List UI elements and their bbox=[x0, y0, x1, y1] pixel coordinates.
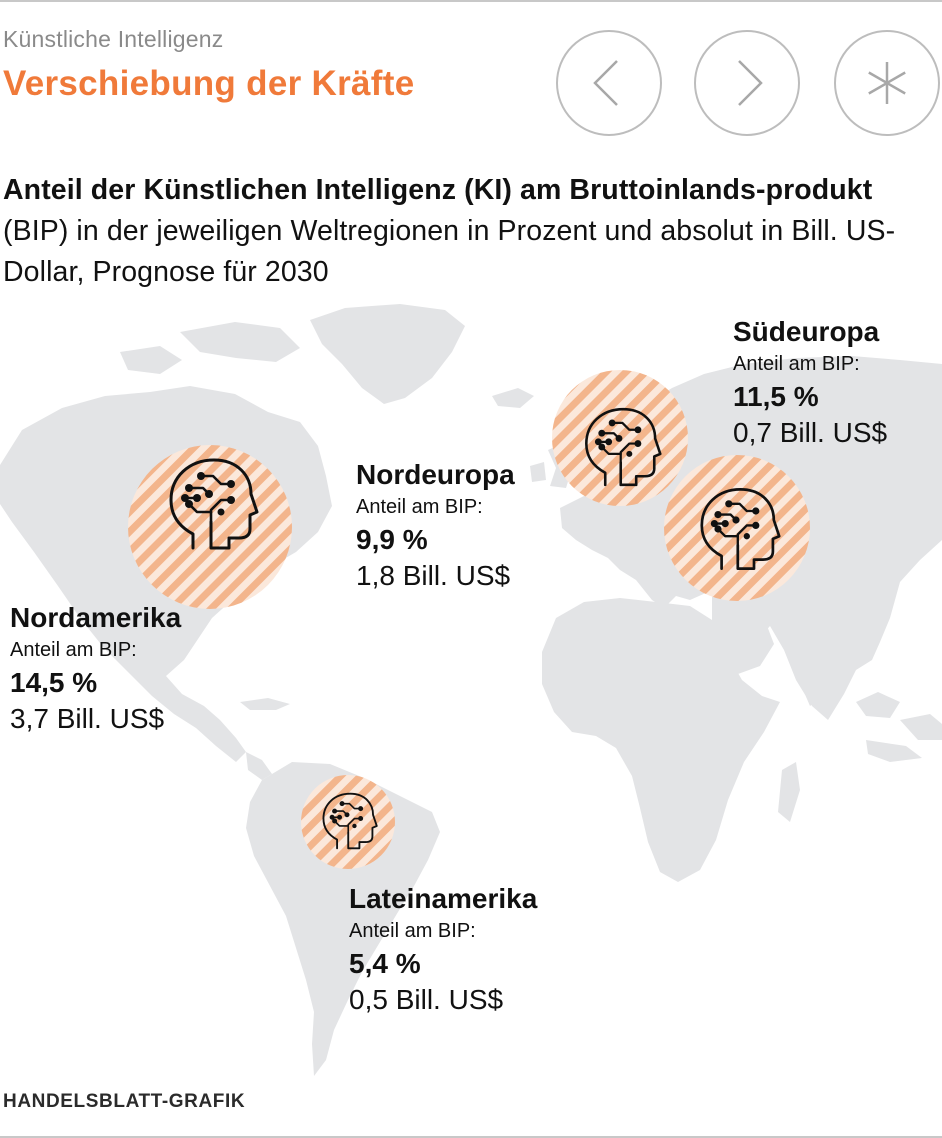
region-suedeuropa: Südeuropa Anteil am BIP: 11,5 % 0,7 Bill… bbox=[733, 318, 887, 447]
marker-suedeuropa bbox=[664, 455, 810, 601]
region-absolute: 1,8 Bill. US$ bbox=[356, 560, 511, 591]
world-map bbox=[0, 304, 942, 1076]
land-greenland bbox=[310, 304, 465, 404]
intro-bold: Anteil der Künstlichen Intelligenz (KI) … bbox=[3, 174, 873, 206]
page-title: Verschiebung der Kräfte bbox=[3, 64, 415, 103]
menu-button[interactable] bbox=[834, 30, 940, 136]
region-name: Nordeuropa bbox=[356, 459, 515, 490]
region-nordamerika: Nordamerika Anteil am BIP: 14,5 % 3,7 Bi… bbox=[10, 604, 181, 733]
marker-lateinamerika bbox=[301, 775, 395, 869]
region-lateinamerika: Lateinamerika Anteil am BIP: 5,4 % 0,5 B… bbox=[349, 885, 537, 1014]
region-name: Nordamerika bbox=[10, 602, 182, 633]
chevron-right-icon bbox=[738, 60, 763, 106]
region-label: Anteil am BIP: bbox=[10, 639, 137, 661]
region-label: Anteil am BIP: bbox=[733, 353, 860, 375]
region-percent: 9,9 % bbox=[356, 524, 428, 555]
asterisk-icon bbox=[868, 62, 906, 104]
region-absolute: 0,7 Bill. US$ bbox=[733, 417, 888, 448]
source-credit: HANDELSBLATT-GRAFIK bbox=[3, 1091, 246, 1112]
chevron-left-icon bbox=[593, 60, 618, 106]
next-button[interactable] bbox=[694, 30, 800, 136]
bottom-rule bbox=[0, 1136, 942, 1138]
region-name: Südeuropa bbox=[733, 316, 880, 347]
top-rule bbox=[0, 0, 942, 2]
region-absolute: 0,5 Bill. US$ bbox=[349, 984, 504, 1015]
marker-nordamerika bbox=[128, 445, 292, 609]
land-south-america bbox=[246, 762, 440, 1076]
region-name: Lateinamerika bbox=[349, 883, 538, 914]
intro-text: Anteil der Künstlichen Intelligenz (KI) … bbox=[3, 170, 928, 293]
marker-nordeuropa bbox=[552, 370, 688, 506]
region-percent: 5,4 % bbox=[349, 948, 421, 979]
kicker: Künstliche Intelligenz bbox=[3, 26, 224, 52]
region-label: Anteil am BIP: bbox=[349, 920, 476, 942]
previous-button[interactable] bbox=[556, 30, 662, 136]
land-africa bbox=[542, 598, 780, 882]
region-nordeuropa: Nordeuropa Anteil am BIP: 9,9 % 1,8 Bill… bbox=[356, 461, 515, 590]
region-percent: 14,5 % bbox=[10, 667, 98, 698]
land-arctic-islands bbox=[180, 322, 300, 362]
region-label: Anteil am BIP: bbox=[356, 496, 483, 518]
region-absolute: 3,7 Bill. US$ bbox=[10, 703, 165, 734]
region-percent: 11,5 % bbox=[733, 381, 819, 412]
intro-rest: (BIP) in der jeweiligen Weltregionen in … bbox=[3, 215, 896, 288]
